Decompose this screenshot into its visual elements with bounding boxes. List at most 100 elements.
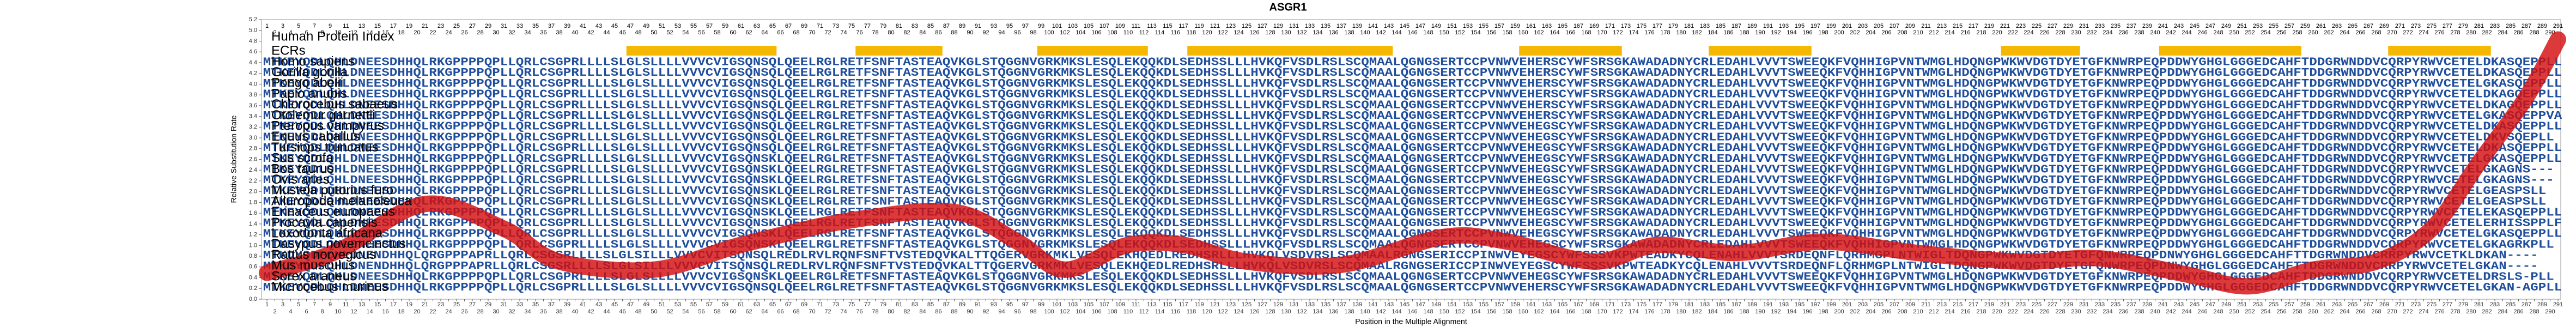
x-tick-label: 142: [1376, 308, 1386, 315]
sequence: MTKEYQDLQHLDNEESDHHQLRKGPPPPQPLLQRLCSGPR…: [263, 271, 2554, 284]
y-tick-label: 0.0: [249, 296, 257, 302]
x-tick-label: 217: [1969, 301, 1978, 308]
x-tick-label: 237: [2127, 301, 2136, 308]
index-number: 137: [1336, 23, 1346, 29]
index-number: 77: [864, 23, 871, 29]
index-number: 201: [1842, 23, 1852, 29]
index-number: 35: [532, 23, 539, 29]
index-number: 82: [903, 29, 910, 36]
x-tick-label: 283: [2490, 301, 2500, 308]
index-number: 133: [1305, 23, 1315, 29]
x-tick-label: 249: [2221, 301, 2231, 308]
x-tick-label: 256: [2276, 308, 2286, 315]
index-number: 3: [281, 23, 284, 29]
x-tick-label: 252: [2245, 308, 2255, 315]
x-tick-label: 183: [1700, 301, 1710, 308]
index-number: 24: [445, 29, 452, 36]
x-tick-label: 264: [2340, 308, 2349, 315]
index-number: 226: [2039, 29, 2049, 36]
y-tick-label: 3.8: [249, 92, 257, 98]
x-tick-label: 65: [769, 301, 776, 308]
index-number: 205: [1874, 23, 1884, 29]
x-tick-label: 62: [745, 308, 752, 315]
x-tick-label: 2: [273, 308, 276, 315]
x-tick-label: 185: [1716, 301, 1726, 308]
x-tick-label: 27: [469, 301, 476, 308]
y-tick-label: 2.4: [249, 167, 257, 173]
x-tick-label: 241: [2158, 301, 2168, 308]
x-tick-label: 138: [1344, 308, 1354, 315]
index-number: 104: [1076, 29, 1085, 36]
index-number: 8: [320, 29, 324, 36]
index-number: 98: [1030, 29, 1036, 36]
x-tick-label: 162: [1534, 308, 1544, 315]
x-tick-label: 19: [406, 301, 412, 308]
species-name: Gorilla gorilla: [271, 65, 348, 80]
x-tick-label: 18: [398, 308, 404, 315]
x-tick-label: 168: [1581, 308, 1591, 315]
x-tick-label: 84: [919, 308, 926, 315]
index-number: 136: [1328, 29, 1338, 36]
index-number: 258: [2292, 29, 2302, 36]
index-number: 92: [982, 29, 989, 36]
x-tick-label: 180: [1676, 308, 1686, 315]
x-tick-label: 119: [1194, 301, 1204, 308]
index-number: 111: [1132, 23, 1141, 29]
x-tick-label: 66: [777, 308, 783, 315]
index-number: 149: [1431, 23, 1441, 29]
index-number: 228: [2055, 29, 2065, 36]
x-tick-label: 74: [840, 308, 847, 315]
x-tick-label: 45: [611, 301, 618, 308]
x-tick-label: 52: [666, 308, 673, 315]
index-number: 221: [2000, 23, 2010, 29]
index-number: 81: [896, 23, 902, 29]
index-number: 184: [1708, 29, 1717, 36]
index-number: 84: [919, 29, 926, 36]
index-number: 76: [856, 29, 862, 36]
x-tick-label: 151: [1447, 301, 1457, 308]
x-tick-label: 242: [2166, 308, 2176, 315]
x-tick-label: 221: [2000, 301, 2010, 308]
x-tick-label: 126: [1249, 308, 1259, 315]
index-number: 21: [422, 23, 428, 29]
x-tick-label: 106: [1091, 308, 1101, 315]
x-tick-label: 218: [1976, 308, 1986, 315]
index-number: 148: [1423, 29, 1433, 36]
index-number: 173: [1621, 23, 1631, 29]
index-number: 163: [1542, 23, 1552, 29]
x-tick-label: 222: [2008, 308, 2018, 315]
index-number: 193: [1779, 23, 1789, 29]
species-name: Pteropus vampyrus: [271, 119, 384, 134]
index-number: 50: [651, 29, 657, 36]
index-number: 170: [1597, 29, 1607, 36]
x-tick-label: 215: [1953, 301, 1963, 308]
index-number: 41: [580, 23, 586, 29]
index-number: 106: [1091, 29, 1101, 36]
x-tick-label: 135: [1321, 301, 1330, 308]
ecr-bar: [2001, 46, 2080, 56]
index-number: 155: [1479, 23, 1489, 29]
sequence: MTKEYQDLQHLDNEESDHHQLRKGPPPPQPLLQRLCSGPR…: [263, 99, 2562, 112]
x-tick-label: 85: [927, 301, 934, 308]
index-number: 178: [1660, 29, 1670, 36]
index-number: 121: [1210, 23, 1220, 29]
x-tick-label: 179: [1668, 301, 1678, 308]
x-tick-label: 201: [1842, 301, 1852, 308]
index-number: 291: [2553, 23, 2563, 29]
x-tick-label: 146: [1407, 308, 1417, 315]
x-tick-label: 191: [1763, 301, 1773, 308]
index-number: 156: [1486, 29, 1496, 36]
x-tick-label: 251: [2237, 301, 2247, 308]
x-tick-label: 272: [2403, 308, 2413, 315]
x-tick-label: 53: [675, 301, 681, 308]
y-tick-label: 1.6: [249, 210, 257, 216]
x-tick-label: 268: [2371, 308, 2381, 315]
x-tick-label: 78: [872, 308, 878, 315]
species-name: Chlorocebus sabaeus: [271, 97, 398, 112]
x-tick-label: 213: [1937, 301, 1947, 308]
x-tick-label: 133: [1305, 301, 1315, 308]
index-number: 150: [1439, 29, 1449, 36]
index-number: 270: [2387, 29, 2397, 36]
index-number: 216: [1960, 29, 1970, 36]
